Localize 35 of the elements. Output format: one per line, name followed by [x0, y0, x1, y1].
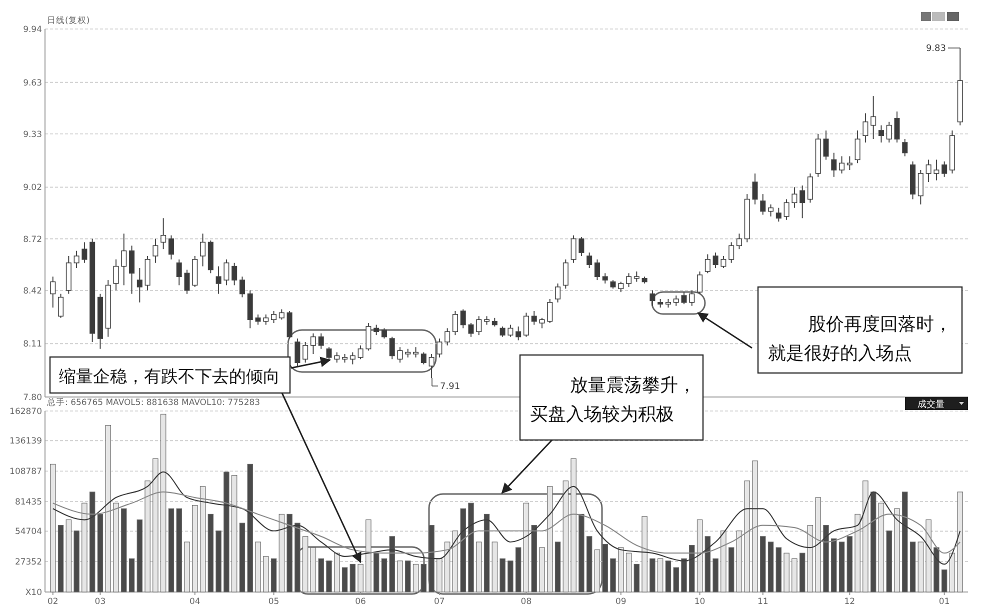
annotation: 缩量企稳，有跌不下去的倾向: [59, 367, 280, 387]
chart-title: 总手: 656765 MAVOL5: 881638 MAVOL10: 775283: [46, 397, 260, 408]
y-tick-label: 81435: [14, 498, 42, 508]
annotation: 股价再度回落时，就是很好的入场点: [768, 314, 952, 364]
x-tick-label: 12: [844, 597, 856, 607]
x-tick-label: 01: [938, 597, 950, 607]
y-tick-label: 136139: [10, 436, 42, 447]
annotation: 7.91: [440, 382, 460, 392]
y-tick-label: 9.02: [23, 183, 42, 194]
y-tick-label: 162870: [10, 407, 42, 417]
y-tick-label: 9.94: [23, 25, 42, 35]
text: 成交量: [918, 399, 944, 410]
annotation: 放量震荡攀升，买盘入场较为积极: [530, 375, 696, 425]
x-tick-label: 10: [694, 597, 706, 607]
x-tick-label: 06: [355, 597, 366, 607]
x-tick-label: 05: [268, 597, 280, 607]
x-tick-label: 11: [757, 597, 768, 607]
x-tick-label: 08: [520, 597, 532, 607]
x-tick-label: 02: [47, 597, 58, 607]
x-tick-label: 07: [434, 597, 445, 607]
y-tick-label: 8.11: [23, 340, 42, 350]
x-tick-label: 04: [189, 597, 200, 607]
y-tick-label: 54704: [14, 527, 42, 538]
y-tick-label: 27352: [14, 558, 42, 568]
y-tick-label: X10: [25, 588, 42, 598]
x-tick-label: 03: [94, 597, 106, 607]
y-tick-label: 7.80: [23, 393, 42, 403]
y-tick-label: 9.63: [23, 78, 42, 88]
chart-title: 日线(复权): [47, 15, 90, 26]
y-tick-label: 8.42: [23, 286, 42, 296]
y-tick-label: 8.72: [23, 234, 42, 245]
y-tick-label: 108787: [10, 467, 42, 478]
annotation: 9.83: [926, 44, 946, 54]
x-tick-label: 09: [615, 597, 626, 607]
y-tick-label: 9.33: [23, 130, 42, 140]
